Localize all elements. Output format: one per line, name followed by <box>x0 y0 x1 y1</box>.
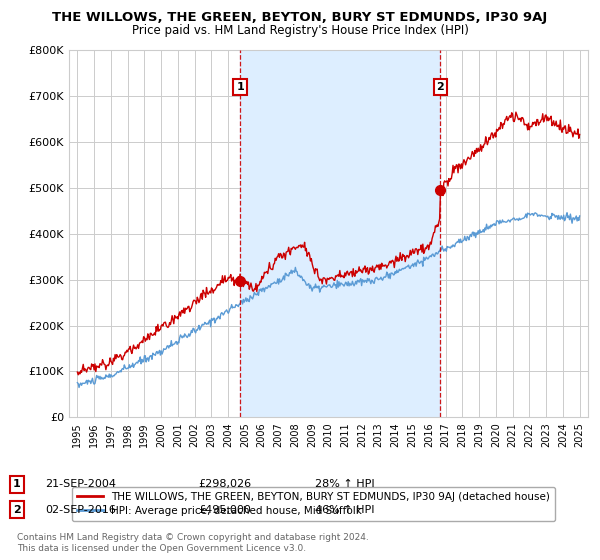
Text: 1: 1 <box>236 82 244 92</box>
Text: 1: 1 <box>13 479 20 489</box>
Bar <box>240 50 440 417</box>
Text: Contains HM Land Registry data © Crown copyright and database right 2024.
This d: Contains HM Land Registry data © Crown c… <box>17 533 368 553</box>
Text: Price paid vs. HM Land Registry's House Price Index (HPI): Price paid vs. HM Land Registry's House … <box>131 24 469 36</box>
Text: THE WILLOWS, THE GREEN, BEYTON, BURY ST EDMUNDS, IP30 9AJ: THE WILLOWS, THE GREEN, BEYTON, BURY ST … <box>52 11 548 24</box>
Text: 28% ↑ HPI: 28% ↑ HPI <box>315 479 374 489</box>
Text: 02-SEP-2016: 02-SEP-2016 <box>45 505 116 515</box>
Legend: THE WILLOWS, THE GREEN, BEYTON, BURY ST EDMUNDS, IP30 9AJ (detached house), HPI:: THE WILLOWS, THE GREEN, BEYTON, BURY ST … <box>71 487 555 521</box>
Text: 46% ↑ HPI: 46% ↑ HPI <box>315 505 374 515</box>
Text: £495,000: £495,000 <box>198 505 251 515</box>
Text: 2: 2 <box>13 505 20 515</box>
Text: £298,026: £298,026 <box>198 479 251 489</box>
Text: 2: 2 <box>436 82 444 92</box>
Text: 21-SEP-2004: 21-SEP-2004 <box>45 479 116 489</box>
